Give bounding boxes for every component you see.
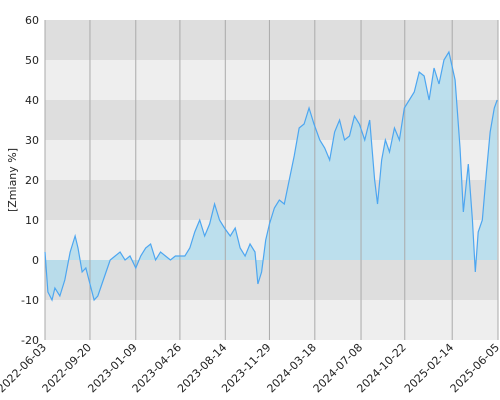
y-tick-label: 50 [25, 54, 39, 67]
grid-band [45, 20, 498, 60]
y-tick-label: 20 [25, 174, 39, 187]
line [44, 50, 498, 302]
y-tick-label: -10 [21, 294, 39, 307]
grid-band [45, 260, 498, 300]
y-axis-label: [Zmiany %] [6, 148, 19, 212]
y-tick-label: 10 [25, 214, 39, 227]
grid-band [45, 300, 498, 340]
y-tick-label: 30 [25, 134, 39, 147]
x-tick-label: 2025-06-05 [448, 341, 500, 395]
y-tick-label: 0 [32, 254, 39, 267]
y-tick-label: 40 [25, 94, 39, 107]
y-tick-label: 60 [25, 14, 39, 27]
area-fill [45, 52, 498, 300]
y-tick-label: -20 [21, 334, 39, 347]
